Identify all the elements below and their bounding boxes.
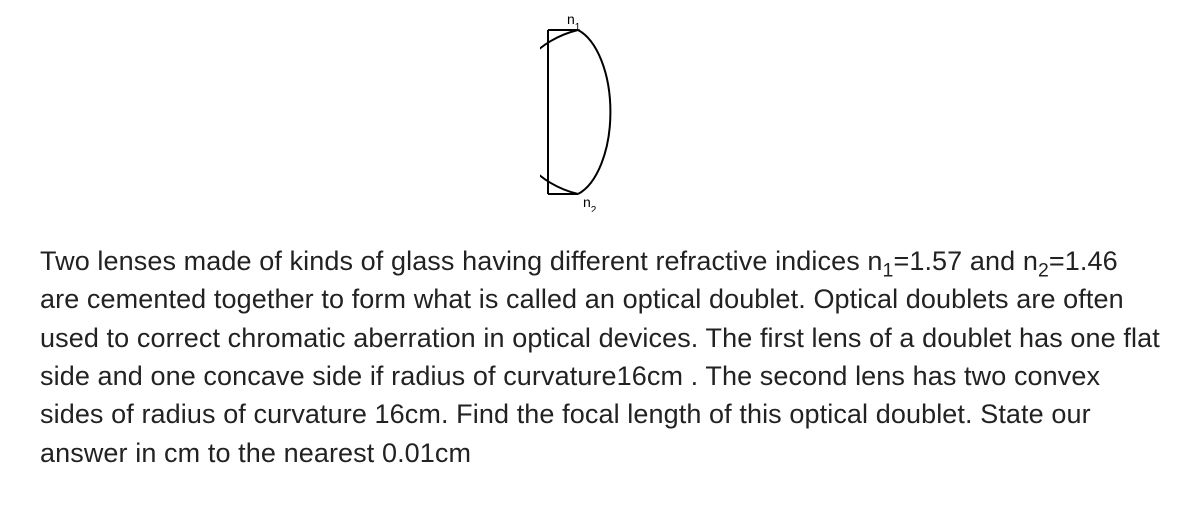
n1-subscript: 1	[883, 259, 894, 281]
text-segment-3: n	[1023, 246, 1038, 276]
text-segment-2: =1.57 and	[893, 246, 1015, 276]
page-container: n1 n2 Two lenses made of kinds of glass …	[0, 0, 1200, 509]
lens2-right-convex	[578, 30, 610, 194]
n2-subscript: 2	[1038, 259, 1049, 281]
text-segment-4: =1.46 are cemented together to form what…	[40, 246, 1160, 468]
n2-label: n2	[583, 194, 597, 212]
lens-svg: n1 n2	[540, 12, 660, 212]
shared-interface-curve	[540, 30, 578, 194]
text-segment-1: Two lenses made of kinds of glass having…	[40, 246, 883, 276]
lens-diagram: n1 n2	[540, 12, 660, 212]
problem-text: Two lenses made of kinds of glass having…	[40, 242, 1160, 472]
